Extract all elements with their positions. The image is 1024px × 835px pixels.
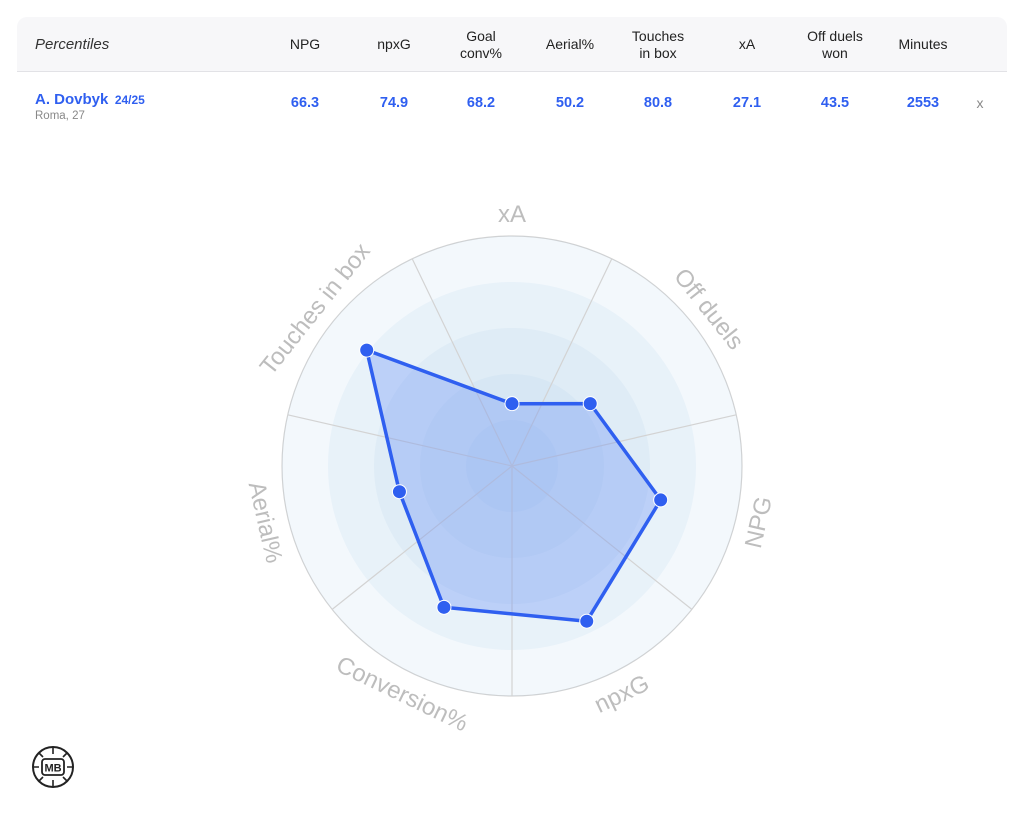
svg-text:MB: MB bbox=[44, 763, 61, 775]
radar-point bbox=[579, 613, 595, 629]
radar-spoke bbox=[287, 414, 513, 467]
value-goal-conv: 68.2 bbox=[466, 95, 496, 111]
radar-point bbox=[653, 492, 669, 508]
radar-axis-label: xA bbox=[498, 201, 526, 228]
value-npg: 66.3 bbox=[290, 95, 320, 111]
radar-point bbox=[359, 342, 375, 358]
radar-point bbox=[391, 484, 407, 500]
radar-axis-label: Aerial% bbox=[243, 479, 288, 566]
player-cell: A. Dovbyk 24/25 Roma, 27 bbox=[35, 91, 145, 122]
radar-spoke bbox=[331, 465, 513, 610]
radar-spoke bbox=[511, 414, 737, 467]
player-meta: Roma, 27 bbox=[35, 110, 85, 122]
radar-point bbox=[582, 396, 598, 412]
percentiles-table: Percentiles NPG npxG Goal conv% Aerial% T… bbox=[17, 17, 1007, 134]
player-name[interactable]: A. Dovbyk bbox=[35, 91, 109, 108]
header-npg[interactable]: NPG bbox=[289, 36, 321, 52]
radar-spoke bbox=[511, 258, 613, 467]
radar-spoke bbox=[511, 465, 693, 610]
radar-point bbox=[436, 599, 452, 615]
header-touches-in-box[interactable]: Touches in box bbox=[631, 27, 685, 61]
radar-spoke bbox=[411, 258, 513, 467]
header-aerial[interactable]: Aerial% bbox=[545, 36, 595, 52]
mb-logo: MB bbox=[32, 746, 74, 788]
header-xa[interactable]: xA bbox=[738, 36, 756, 52]
header-off-duels-won[interactable]: Off duels won bbox=[807, 27, 863, 61]
header-goal-conv[interactable]: Goal conv% bbox=[459, 27, 503, 61]
header-percentiles-label: Percentiles bbox=[35, 36, 110, 53]
value-npxg: 74.9 bbox=[379, 95, 409, 111]
radar-axis-label: NPG bbox=[740, 494, 778, 551]
table-header: Percentiles NPG npxG Goal conv% Aerial% T… bbox=[17, 17, 1007, 72]
table-row: A. Dovbyk 24/25 Roma, 27 66.3 74.9 68.2 … bbox=[17, 72, 1007, 134]
header-npxg[interactable]: npxG bbox=[377, 36, 411, 52]
radar-series-area bbox=[364, 348, 663, 623]
player-season: 24/25 bbox=[114, 93, 145, 107]
remove-player-button[interactable]: x bbox=[976, 95, 984, 111]
value-xa: 27.1 bbox=[732, 95, 762, 111]
value-off-duels-won: 43.5 bbox=[820, 95, 850, 111]
header-minutes[interactable]: Minutes bbox=[898, 36, 948, 52]
value-touches-in-box: 80.8 bbox=[643, 95, 673, 111]
value-aerial: 50.2 bbox=[555, 95, 585, 111]
value-minutes: 2553 bbox=[906, 95, 940, 111]
radar-point bbox=[504, 396, 520, 412]
